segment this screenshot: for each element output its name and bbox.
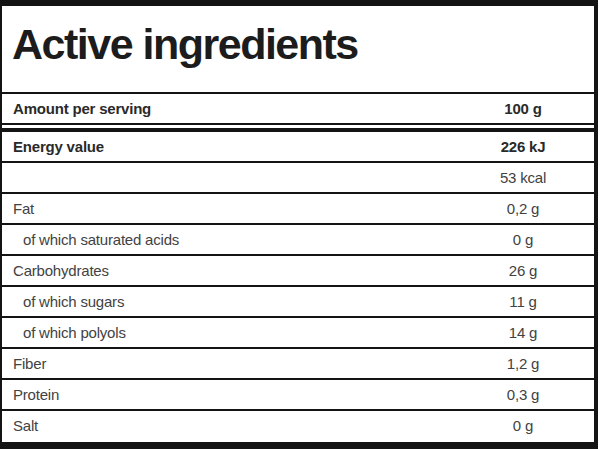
table-row: of which saturated acids 0 g xyxy=(2,225,594,256)
page-title: Active ingredients xyxy=(2,23,358,76)
nutrient-label: Salt xyxy=(2,417,452,434)
table-row: Fiber 1,2 g xyxy=(2,349,594,380)
nutrient-value: 0,3 g xyxy=(452,386,594,403)
nutrient-value: 0 g xyxy=(452,417,594,434)
table-row: Protein 0,3 g xyxy=(2,380,594,411)
column-header-amount-per-serving: Amount per serving xyxy=(2,100,452,117)
screenshot-stage: Active ingredients Amount per serving 10… xyxy=(0,0,605,449)
table-row: Carbohydrates 26 g xyxy=(2,256,594,287)
nutrient-value: 1,2 g xyxy=(452,355,594,372)
table-row: Fat 0,2 g xyxy=(2,194,594,225)
column-header-serving-size: 100 g xyxy=(452,100,594,117)
table-row: of which polyols 14 g xyxy=(2,318,594,349)
nutrition-label: Active ingredients Amount per serving 10… xyxy=(0,0,598,449)
nutrient-label: of which saturated acids xyxy=(2,231,452,248)
nutrient-value: 26 g xyxy=(452,262,594,279)
nutrient-value: 14 g xyxy=(452,324,594,341)
table-row: of which sugars 11 g xyxy=(2,287,594,318)
table-row: Salt 0 g xyxy=(2,411,594,440)
label-header: Active ingredients xyxy=(2,6,594,94)
nutrient-value: 0,2 g xyxy=(452,200,594,217)
nutrient-value: 226 kJ xyxy=(452,138,594,155)
nutrient-label: Energy value xyxy=(2,138,452,155)
nutrient-value: 0 g xyxy=(452,231,594,248)
nutrition-rows: Energy value 226 kJ 53 kcal Fat 0,2 g of… xyxy=(2,132,594,442)
section-divider xyxy=(2,125,594,132)
table-row: Energy value 226 kJ xyxy=(2,132,594,163)
table-header-row: Amount per serving 100 g xyxy=(2,94,594,125)
table-row: 53 kcal xyxy=(2,163,594,194)
nutrient-label: of which sugars xyxy=(2,293,452,310)
nutrient-label: Protein xyxy=(2,386,452,403)
nutrient-value: 11 g xyxy=(452,293,594,310)
nutrient-label: Fiber xyxy=(2,355,452,372)
nutrient-label: of which polyols xyxy=(2,324,452,341)
nutrient-label: Carbohydrates xyxy=(2,262,452,279)
nutrient-label: Fat xyxy=(2,200,452,217)
nutrient-value: 53 kcal xyxy=(452,169,594,186)
